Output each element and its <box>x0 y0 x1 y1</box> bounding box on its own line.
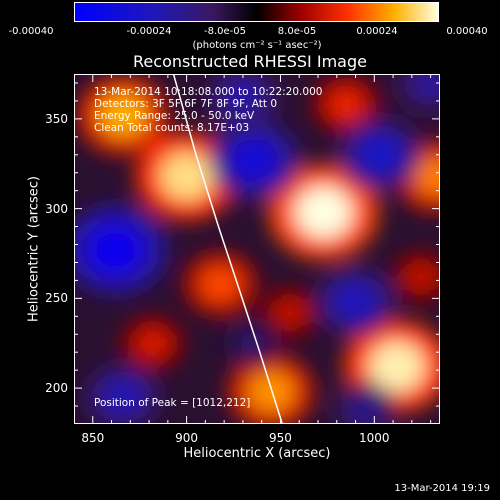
peak-position-label: Position of Peak = [1012,212] <box>94 397 251 409</box>
plot-area <box>74 74 440 424</box>
colorbar <box>74 2 439 22</box>
x-axis-label: Heliocentric X (arcsec) <box>183 446 331 461</box>
x-tick-label: 900 <box>175 431 199 445</box>
plot-frame <box>74 74 440 424</box>
info-detectors: Detectors: 3F 5F 6F 7F 8F 9F, Att 0 <box>94 98 278 110</box>
heatmap-blob <box>412 74 440 100</box>
heatmap-blob <box>88 225 142 275</box>
info-counts: Clean Total counts: 8.17E+03 <box>94 122 250 134</box>
x-tick-label: 1000 <box>359 431 390 445</box>
colorbar-tick-5: 0.00040 <box>446 26 488 37</box>
heatmap-blob <box>224 80 262 115</box>
colorbar-units: (photons cm⁻² s⁻¹ asec⁻²) <box>192 40 322 51</box>
heatmap-blob <box>200 266 241 302</box>
heatmap-blob <box>369 341 425 392</box>
heatmap-blob <box>237 329 268 357</box>
heatmap-blob <box>103 379 143 415</box>
y-tick-label: 350 <box>45 111 68 126</box>
info-time-range: 13-Mar-2014 10:18:08.000 to 10:22:20.000 <box>94 86 323 98</box>
heatmap-blob <box>99 93 147 137</box>
x-tick-label: 950 <box>269 431 292 445</box>
heatmap-blob <box>358 135 402 175</box>
x-tick-label: 850 <box>81 431 105 445</box>
colorbar-tick-2: -8.0e-05 <box>204 26 246 37</box>
y-tick-label: 300 <box>45 201 68 216</box>
heatmap-blob <box>274 298 306 328</box>
heatmap-blob <box>414 156 440 197</box>
colorbar-tick-1: -0.00024 <box>126 26 172 37</box>
heatmap-blob <box>136 328 170 359</box>
heatmap-blob <box>405 262 437 292</box>
colorbar-tick-3: 8.0e-05 <box>277 26 317 37</box>
y-tick-label: 250 <box>45 291 68 306</box>
chart-title: Reconstructed RHESSI Image <box>133 52 367 71</box>
solar-limb-curve <box>172 74 284 424</box>
colorbar-tick-0: -0.00040 <box>8 26 54 37</box>
heatmap-blob <box>334 283 377 321</box>
heatmap-blob <box>159 152 214 201</box>
footer-date: 13-Mar-2014 19:19 <box>394 483 490 494</box>
heatmap-blob <box>328 88 364 121</box>
heatmap-blob <box>295 186 353 239</box>
y-tick-label: 200 <box>45 381 68 396</box>
heatmap-blob <box>248 371 294 413</box>
heatmap-blob <box>230 138 278 182</box>
colorbar-tick-4: 0.00024 <box>356 26 398 37</box>
heatmap-canvas <box>74 74 440 424</box>
info-energy-range: Energy Range: 25.0 - 50.0 keV <box>94 110 255 122</box>
heatmap-blob <box>348 394 382 424</box>
